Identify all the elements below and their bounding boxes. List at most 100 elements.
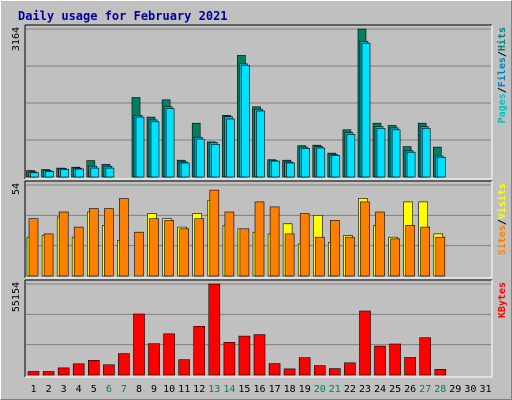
bar-pages (406, 151, 416, 178)
bar-sites (194, 218, 204, 277)
x-tick-label: 30 (464, 384, 476, 395)
x-tick-label: 16 (253, 384, 265, 395)
bar-sites (164, 220, 174, 277)
bar-pages (271, 160, 280, 178)
bar-sites (284, 233, 295, 277)
bar-kbytes (328, 368, 341, 376)
x-tick-label: 17 (269, 384, 281, 395)
x-tick-label: 1 (30, 384, 36, 395)
bar-kbytes (374, 345, 386, 376)
x-tick-label: 14 (223, 384, 235, 395)
bar-kbytes (404, 357, 416, 376)
bar-sites (58, 211, 69, 277)
y-max-label: 3164 (11, 27, 22, 51)
bar-sites (28, 218, 39, 277)
legend-entry: / (497, 51, 508, 57)
legend-entry: / (497, 87, 508, 93)
series-kbytes (27, 283, 447, 376)
bar-kbytes (42, 371, 55, 376)
bar-kbytes (163, 333, 175, 376)
bar-sites (43, 233, 54, 277)
bar-pages (60, 169, 70, 178)
bar-sites (104, 208, 114, 277)
bar-pages (105, 167, 115, 178)
bar-pages (165, 108, 175, 178)
bar-sites (314, 236, 325, 277)
x-tick-label: 21 (329, 384, 341, 395)
bar-pages (361, 42, 371, 178)
legend-entry: / (497, 219, 508, 225)
y-max-label: 54 (11, 183, 22, 195)
bar-sites (73, 226, 84, 277)
bar-pages (256, 110, 265, 178)
x-tick-label: 10 (163, 384, 175, 395)
bar-pages (75, 168, 84, 178)
bar-pages (301, 148, 311, 178)
legend-hits_files_pages: Pages/Files/Hits (496, 27, 508, 123)
x-tick-labels: 1 2 3 4 5 6 7 8 9 10 11 12 13 14 15 16 17 18 19 20 21 22 23 24 2… (30, 384, 491, 395)
bar-pages (226, 118, 235, 178)
bar-pages (286, 162, 295, 178)
x-tick-label: 22 (344, 384, 356, 395)
bar-sites (390, 238, 400, 277)
bar-pages (211, 144, 220, 178)
bar-pages (150, 121, 160, 178)
bar-sites (149, 218, 159, 277)
x-tick-label: 25 (389, 384, 401, 395)
bar-kbytes (148, 343, 160, 376)
bar-kbytes (238, 335, 251, 376)
bar-sites (329, 220, 340, 277)
bar-pages (90, 167, 100, 178)
chart-title: Daily usage for February 2021 (18, 9, 228, 23)
bar-sites (134, 231, 144, 277)
bar-sites (209, 189, 220, 277)
bar-sites (375, 211, 385, 277)
bar-kbytes (389, 343, 401, 376)
x-tick-label: 13 (208, 384, 220, 395)
series-sites (28, 189, 446, 277)
x-tick-label: 27 (419, 384, 431, 395)
bar-kbytes (103, 364, 115, 376)
bar-pages (241, 64, 250, 178)
bar-kbytes (72, 363, 85, 376)
x-tick-label: 12 (193, 384, 205, 395)
legend-entry: Visits (496, 183, 508, 219)
panel-visits_sites: 54 Sites/Visits (11, 180, 508, 279)
x-tick-label: 19 (299, 384, 311, 395)
bar-sites (119, 198, 129, 277)
x-tick-label: 18 (284, 384, 296, 395)
bar-pages (316, 147, 326, 178)
x-tick-label: 3 (61, 384, 67, 395)
x-tick-label: 2 (46, 384, 52, 395)
x-tick-label: 28 (434, 384, 446, 395)
bar-kbytes (253, 334, 266, 376)
x-tick-label: 11 (178, 384, 190, 395)
bar-kbytes (133, 313, 145, 376)
bar-pages (331, 155, 341, 178)
x-tick-label: 7 (121, 384, 127, 395)
x-tick-label: 4 (76, 384, 82, 395)
bar-pages (391, 129, 401, 178)
bar-sites (224, 211, 235, 277)
legend-entry: Sites (496, 225, 508, 255)
bar-kbytes (57, 367, 70, 376)
legend-entry: Files (496, 57, 508, 87)
bar-pages (195, 138, 205, 178)
bar-sites (179, 228, 189, 277)
x-tick-label: 29 (449, 384, 461, 395)
bar-sites (405, 225, 415, 277)
legend-kbytes: KBytes (497, 282, 508, 318)
bar-kbytes (313, 365, 326, 376)
bar-kbytes (298, 357, 311, 376)
bar-kbytes (208, 283, 221, 376)
bar-kbytes (27, 371, 40, 376)
x-tick-label: 20 (314, 384, 326, 395)
x-tick-label: 24 (374, 384, 386, 395)
legend-entry: Hits (496, 27, 508, 51)
series-pages (30, 42, 446, 178)
bar-kbytes (268, 363, 281, 376)
x-tick-label: 31 (479, 384, 491, 395)
bar-pages (436, 157, 446, 178)
bar-kbytes (88, 359, 100, 376)
